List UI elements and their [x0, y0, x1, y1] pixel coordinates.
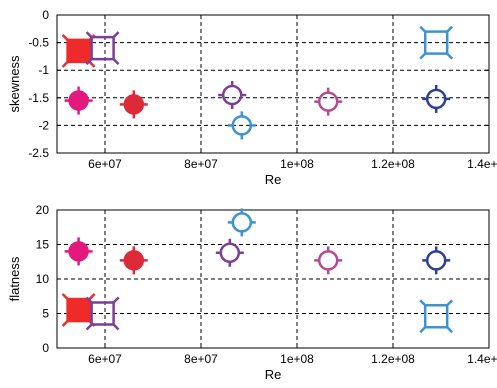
marker-whisker [88, 60, 96, 68]
circle-marker [119, 246, 148, 275]
marker-whisker [419, 299, 427, 307]
y-tick-label: 10 [36, 272, 50, 286]
marker-whisker [419, 326, 427, 334]
x-tick-label: 6e+07 [88, 157, 122, 171]
circle-marker [64, 86, 93, 115]
y-tick-label: 5 [42, 307, 49, 321]
marker-whisker [112, 31, 120, 39]
marker-whisker [112, 58, 120, 66]
square-marker-body [423, 30, 449, 55]
circle-marker [227, 111, 256, 140]
circle-marker-body [68, 241, 89, 262]
circle-marker-body [317, 91, 339, 112]
marker-whisker [61, 60, 69, 68]
marker-whisker [88, 293, 96, 300]
square-marker [85, 296, 120, 331]
circle-marker [314, 246, 343, 275]
square-marker [61, 33, 96, 68]
x-tick-label: 1.4e+08 [467, 352, 497, 366]
circle-marker [64, 237, 93, 266]
square-marker [85, 31, 120, 66]
x-tick-label: 1e+08 [280, 157, 314, 171]
marker-whisker [446, 326, 454, 334]
square-marker-body [90, 35, 115, 61]
circle-marker [422, 84, 451, 113]
circle-marker-body [123, 94, 145, 115]
marker-whisker [419, 52, 427, 60]
marker-whisker [85, 58, 93, 66]
marker-whisker [61, 293, 69, 300]
y-tick-label: -0.5 [28, 36, 49, 50]
x-axis-label: Re [265, 172, 282, 187]
marker-whisker [61, 33, 69, 41]
y-tick-label: 15 [36, 238, 50, 252]
marker-whisker [446, 52, 454, 60]
circle-marker-body [68, 90, 89, 111]
circle-marker [422, 246, 451, 275]
x-tick-label: 6e+07 [88, 352, 122, 366]
marker-whisker [85, 296, 93, 304]
y-tick-label: 20 [36, 203, 50, 217]
flatness-plot: 6e+07 8e+07 1e+08 1.2e+08 1.4e+08 0 5 10 15 20 Re f… [7, 203, 497, 382]
circle-marker-body [231, 212, 253, 233]
circle-marker [227, 208, 256, 237]
x-tick-label: 1.4e+08 [467, 157, 497, 171]
square-marker [419, 299, 454, 334]
circle-marker-body [221, 84, 243, 106]
circle-marker [314, 87, 343, 116]
circle-marker [119, 90, 148, 119]
marker-whisker [112, 296, 120, 304]
square-marker-body [66, 297, 91, 323]
x-tick-label: 1e+08 [280, 352, 314, 366]
y-tick-label: -2.5 [28, 146, 49, 160]
circle-marker-body [219, 242, 241, 264]
axes-box [56, 14, 490, 154]
x-tick-label: 8e+07 [184, 157, 218, 171]
circle-marker [218, 81, 247, 110]
marker-whisker [85, 31, 93, 39]
circle-marker-body [425, 88, 447, 110]
circle-marker-body [123, 250, 145, 271]
x-tick-label: 1.2e+08 [371, 157, 415, 171]
skewness-plot: 6e+07 8e+07 1e+08 1.2e+08 1.4e+08 0 -0.5 -1 -1.5… [7, 8, 497, 187]
marker-whisker [446, 299, 454, 307]
square-marker [61, 293, 96, 327]
y-tick-label: -1.5 [28, 91, 49, 105]
y-tick-label: -1 [38, 63, 49, 77]
y-tick-label: 0 [42, 8, 49, 22]
circle-marker-body [425, 250, 447, 271]
marker-whisker [61, 320, 69, 327]
marker-whisker [419, 25, 427, 33]
square-marker-body [90, 301, 115, 326]
y-tick-label: 0 [42, 341, 49, 355]
y-tick-label: -2 [38, 118, 49, 132]
x-tick-label: 8e+07 [184, 352, 218, 366]
circle-marker [215, 238, 244, 267]
y-axis-label: skewness [7, 55, 22, 113]
circle-marker-body [317, 250, 339, 271]
marker-whisker [85, 323, 93, 331]
x-tick-label: 1.2e+08 [371, 352, 415, 366]
x-axis-label: Re [265, 367, 282, 382]
y-axis-label: flatness [7, 256, 22, 301]
square-marker-body [66, 38, 91, 64]
marker-whisker [446, 25, 454, 33]
square-marker [419, 25, 454, 60]
square-marker-body [423, 304, 449, 329]
marker-whisker [112, 323, 120, 331]
